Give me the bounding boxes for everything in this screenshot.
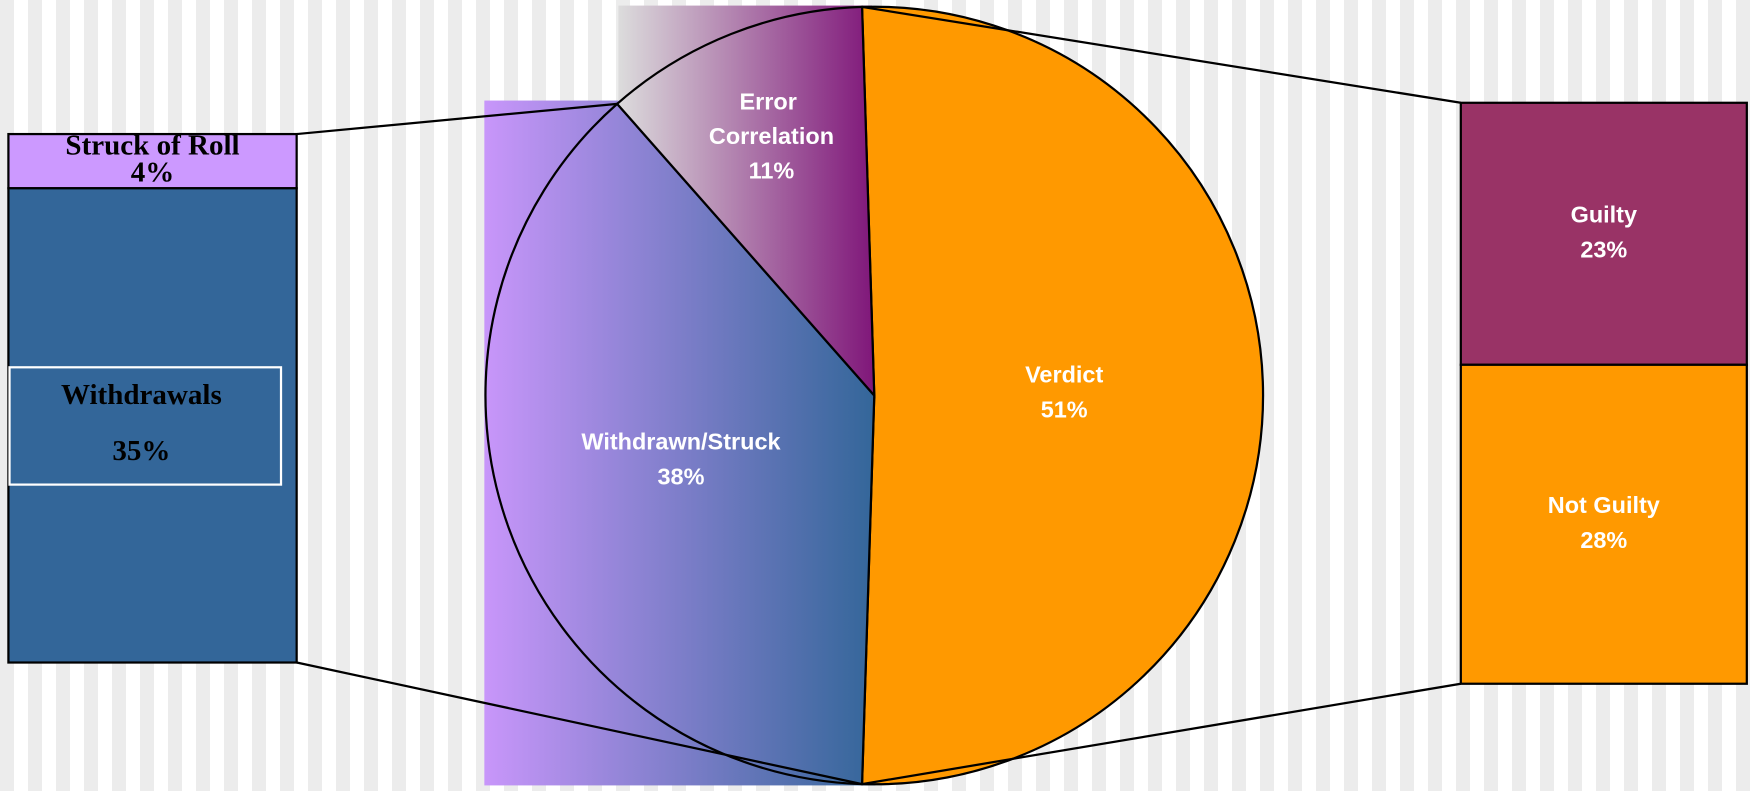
connector — [861, 5, 1461, 104]
slice-value: 51% — [1041, 396, 1088, 422]
breakout-segment — [1459, 363, 1748, 685]
slice-value: 11% — [749, 157, 795, 183]
breakout-value: 4% — [131, 156, 175, 188]
slice-value: 38% — [658, 463, 705, 489]
breakout-segment — [1459, 101, 1748, 366]
slice-name: Verdict — [1025, 362, 1103, 388]
connector — [861, 682, 1461, 786]
pie-slice — [615, 5, 876, 399]
breakout-name: Not Guilty — [1548, 492, 1660, 518]
breakout-value: 23% — [1580, 236, 1627, 262]
connector — [296, 661, 863, 786]
slice-name: Withdrawn/Struck — [581, 429, 781, 455]
breakout-name: Withdrawals — [61, 379, 222, 411]
breakout-segment — [7, 187, 298, 664]
pie-slice — [484, 102, 876, 786]
connector — [296, 102, 618, 136]
breakout-name: Struck of Roll — [65, 129, 239, 161]
breakout-segment — [7, 132, 298, 190]
breakout-value: 35% — [112, 435, 170, 467]
label-box — [8, 366, 283, 486]
breakout-value: 28% — [1580, 527, 1627, 553]
pie-slice — [860, 5, 1265, 786]
breakout-name: Guilty — [1571, 202, 1637, 228]
slice-name: Error Correlation — [709, 89, 834, 150]
